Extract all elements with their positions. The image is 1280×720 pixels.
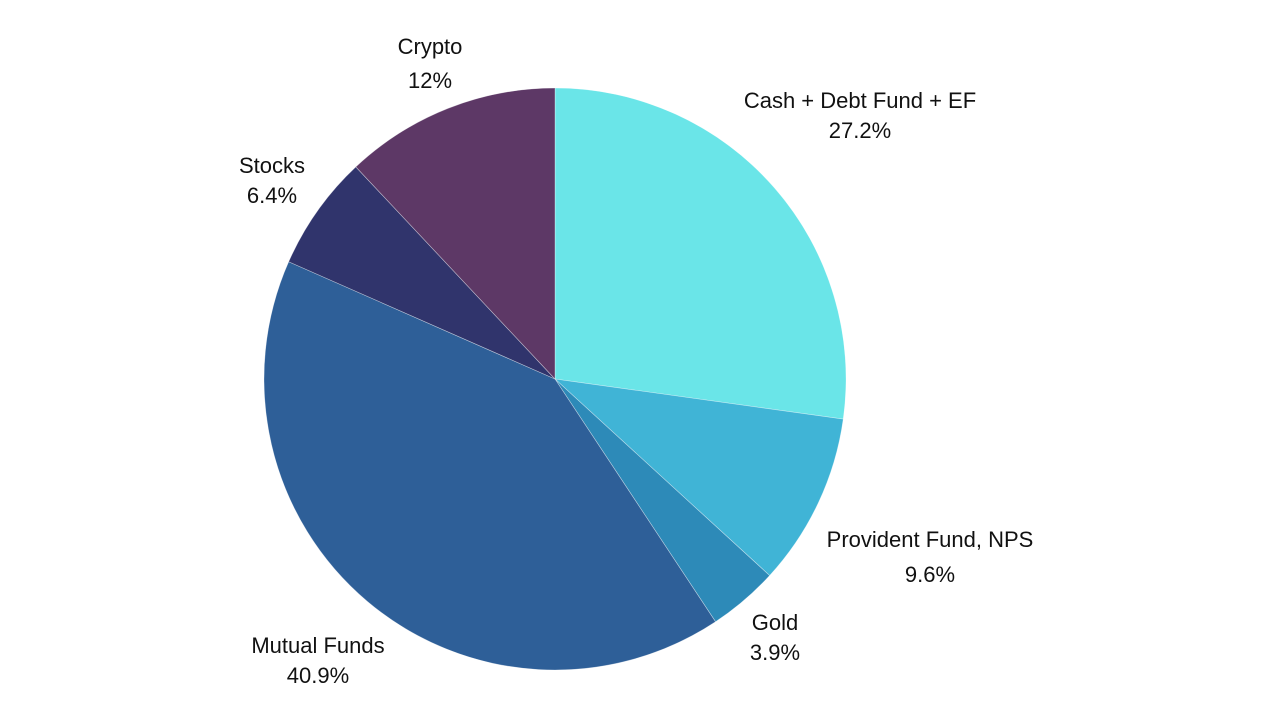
slice-value: 12% (407, 68, 453, 93)
slice-label: Stocks (238, 153, 306, 178)
pie-slice-mutual-funds (263, 261, 716, 671)
label-gold: Gold 3.9% (750, 612, 800, 664)
label-crypto: Crypto 12% (398, 36, 463, 92)
slice-label: Mutual Funds (251, 633, 385, 658)
slice-value: 40.9% (286, 663, 350, 688)
pie-slice-stocks (288, 166, 556, 380)
slice-label: Gold (751, 610, 799, 635)
slice-label: Crypto (397, 34, 463, 59)
slice-value: 6.4% (246, 183, 298, 208)
label-cash: Cash + Debt Fund + EF 27.2% (744, 90, 976, 142)
pie-slice-crypto (355, 87, 556, 380)
pie-slice-cash-debt-fund-ef (554, 87, 847, 420)
slice-label: Cash + Debt Fund + EF (743, 88, 977, 113)
slice-value: 9.6% (904, 562, 956, 587)
slice-value: 3.9% (749, 640, 801, 665)
label-stocks: Stocks 6.4% (239, 155, 305, 207)
label-provident-fund: Provident Fund, NPS 9.6% (827, 529, 1034, 586)
pie-slice-provident-fund-nps (554, 378, 844, 576)
slice-value: 27.2% (828, 118, 892, 143)
slice-label: Provident Fund, NPS (826, 527, 1034, 552)
label-mutual-funds: Mutual Funds 40.9% (251, 635, 384, 687)
